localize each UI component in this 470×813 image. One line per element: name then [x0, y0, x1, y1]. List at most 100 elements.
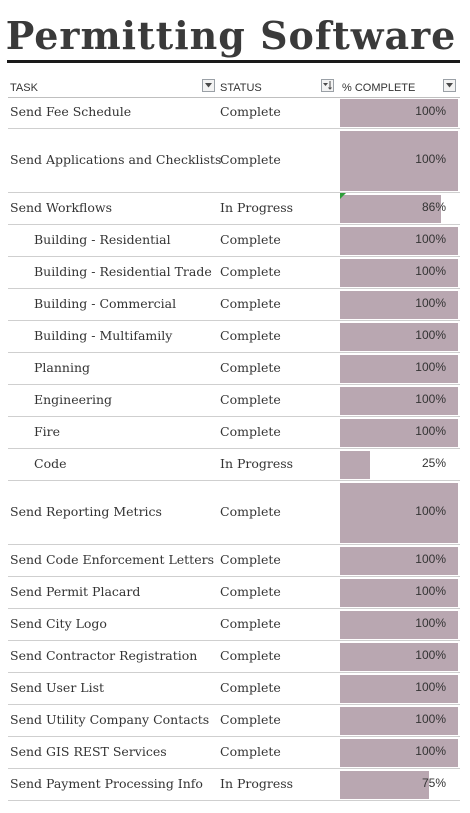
status-cell[interactable]: Complete	[220, 328, 281, 343]
table-row[interactable]: Send Reporting Metrics Complete 100%	[8, 481, 460, 545]
task-cell[interactable]: Send Contractor Registration	[10, 648, 198, 663]
progress-bar	[340, 771, 429, 799]
percent-label: 100%	[415, 104, 446, 118]
percent-cell[interactable]: 100%	[340, 641, 458, 673]
task-cell[interactable]: Send Reporting Metrics	[10, 504, 162, 519]
percent-cell[interactable]: 100%	[340, 609, 458, 641]
status-cell[interactable]: In Progress	[220, 200, 294, 215]
percent-cell[interactable]: 25%	[340, 449, 458, 481]
percent-label: 100%	[415, 616, 446, 630]
percent-cell[interactable]: 100%	[340, 737, 458, 769]
status-cell[interactable]: Complete	[220, 152, 281, 167]
status-cell[interactable]: Complete	[220, 584, 281, 599]
percent-cell[interactable]: 100%	[340, 289, 458, 321]
percent-cell[interactable]: 86%	[340, 193, 458, 225]
status-cell[interactable]: Complete	[220, 264, 281, 279]
percent-label: 100%	[415, 712, 446, 726]
status-cell[interactable]: Complete	[220, 744, 281, 759]
table-row[interactable]: Send User List Complete 100%	[8, 673, 460, 705]
table-row[interactable]: Planning Complete 100%	[8, 353, 460, 385]
task-cell[interactable]: Send Workflows	[10, 200, 113, 215]
task-cell[interactable]: Send User List	[10, 680, 105, 695]
percent-label: 100%	[415, 360, 446, 374]
task-cell[interactable]: Planning	[34, 360, 91, 375]
status-cell[interactable]: Complete	[220, 392, 281, 407]
table-row[interactable]: Send Utility Company Contacts Complete 100…	[8, 705, 460, 737]
table-row[interactable]: Send Contractor Registration Complete 100%	[8, 641, 460, 673]
status-cell[interactable]: Complete	[220, 648, 281, 663]
status-cell[interactable]: Complete	[220, 504, 281, 519]
percent-cell[interactable]: 100%	[340, 353, 458, 385]
task-cell[interactable]: Send Fee Schedule	[10, 104, 132, 119]
task-cell[interactable]: Send Payment Processing Info	[10, 776, 203, 791]
table-row[interactable]: Send Payment Processing Info In Progress 7…	[8, 769, 460, 801]
table-row[interactable]: Send Fee Schedule Complete 100%	[8, 97, 460, 129]
percent-cell[interactable]: 100%	[340, 257, 458, 289]
percent-cell[interactable]: 100%	[340, 417, 458, 449]
task-cell[interactable]: Send Code Enforcement Letters	[10, 552, 214, 567]
task-cell[interactable]: Send Applications and Checklists	[10, 152, 222, 167]
task-cell[interactable]: Building - Residential	[34, 232, 171, 247]
table-row[interactable]: Fire Complete 100%	[8, 417, 460, 449]
percent-cell[interactable]: 100%	[340, 705, 458, 737]
status-cell[interactable]: In Progress	[220, 456, 294, 471]
status-cell[interactable]: Complete	[220, 680, 281, 695]
percent-cell[interactable]: 75%	[340, 769, 458, 801]
percent-cell[interactable]: 100%	[340, 385, 458, 417]
progress-bar	[340, 419, 458, 447]
table-row[interactable]: Building - Residential Trade Complete 100%	[8, 257, 460, 289]
status-cell[interactable]: Complete	[220, 552, 281, 567]
percent-cell[interactable]: 100%	[340, 97, 458, 129]
task-cell[interactable]: Code	[34, 456, 67, 471]
percent-cell[interactable]: 100%	[340, 225, 458, 257]
task-cell[interactable]: Send Permit Placard	[10, 584, 141, 599]
status-cell[interactable]: In Progress	[220, 776, 294, 791]
status-cell[interactable]: Complete	[220, 104, 281, 119]
task-cell[interactable]: Building - Residential Trade	[34, 264, 212, 279]
progress-bar	[340, 451, 370, 479]
status-cell[interactable]: Complete	[220, 360, 281, 375]
percent-cell[interactable]: 100%	[340, 481, 458, 545]
header-status-label: STATUS	[220, 82, 262, 94]
table-row[interactable]: Send City Logo Complete 100%	[8, 609, 460, 641]
table-row[interactable]: Send Permit Placard Complete 100%	[8, 577, 460, 609]
status-cell[interactable]: Complete	[220, 296, 281, 311]
progress-bar	[340, 707, 458, 735]
table-row[interactable]: Building - Residential Complete 100%	[8, 225, 460, 257]
table-row[interactable]: Code In Progress 25%	[8, 449, 460, 481]
status-cell[interactable]: Complete	[220, 232, 281, 247]
complete-filter-dropdown[interactable]	[443, 79, 456, 92]
task-cell[interactable]: Send GIS REST Services	[10, 744, 167, 759]
status-filter-sort-button[interactable]	[321, 79, 334, 92]
percent-cell[interactable]: 100%	[340, 673, 458, 705]
header-complete-label: % COMPLETE	[342, 82, 416, 94]
status-cell[interactable]: Complete	[220, 616, 281, 631]
status-cell[interactable]: Complete	[220, 424, 281, 439]
task-cell[interactable]: Send Utility Company Contacts	[10, 712, 210, 727]
progress-bar	[340, 195, 441, 223]
progress-bar	[340, 483, 458, 543]
task-cell[interactable]: Fire	[34, 424, 61, 439]
progress-bar	[340, 259, 458, 287]
task-cell[interactable]: Engineering	[34, 392, 113, 407]
table-row[interactable]: Send Code Enforcement Letters Complete 100…	[8, 545, 460, 577]
title-divider	[7, 60, 460, 63]
progress-bar	[340, 227, 458, 255]
task-cell[interactable]: Building - Multifamily	[34, 328, 173, 343]
percent-cell[interactable]: 100%	[340, 545, 458, 577]
percent-cell[interactable]: 100%	[340, 577, 458, 609]
table-row[interactable]: Building - Multifamily Complete 100%	[8, 321, 460, 353]
table-row[interactable]: Engineering Complete 100%	[8, 385, 460, 417]
task-filter-dropdown[interactable]	[202, 79, 215, 92]
table-row[interactable]: Send Applications and Checklists Complete…	[8, 129, 460, 193]
table-row[interactable]: Send Workflows In Progress 86%	[8, 193, 460, 225]
table-row[interactable]: Send GIS REST Services Complete 100%	[8, 737, 460, 769]
table-row[interactable]: Building - Commercial Complete 100%	[8, 289, 460, 321]
header-task: TASK	[8, 77, 218, 97]
progress-bar	[340, 611, 458, 639]
task-cell[interactable]: Building - Commercial	[34, 296, 177, 311]
percent-cell[interactable]: 100%	[340, 321, 458, 353]
status-cell[interactable]: Complete	[220, 712, 281, 727]
percent-cell[interactable]: 100%	[340, 129, 458, 193]
task-cell[interactable]: Send City Logo	[10, 616, 107, 631]
